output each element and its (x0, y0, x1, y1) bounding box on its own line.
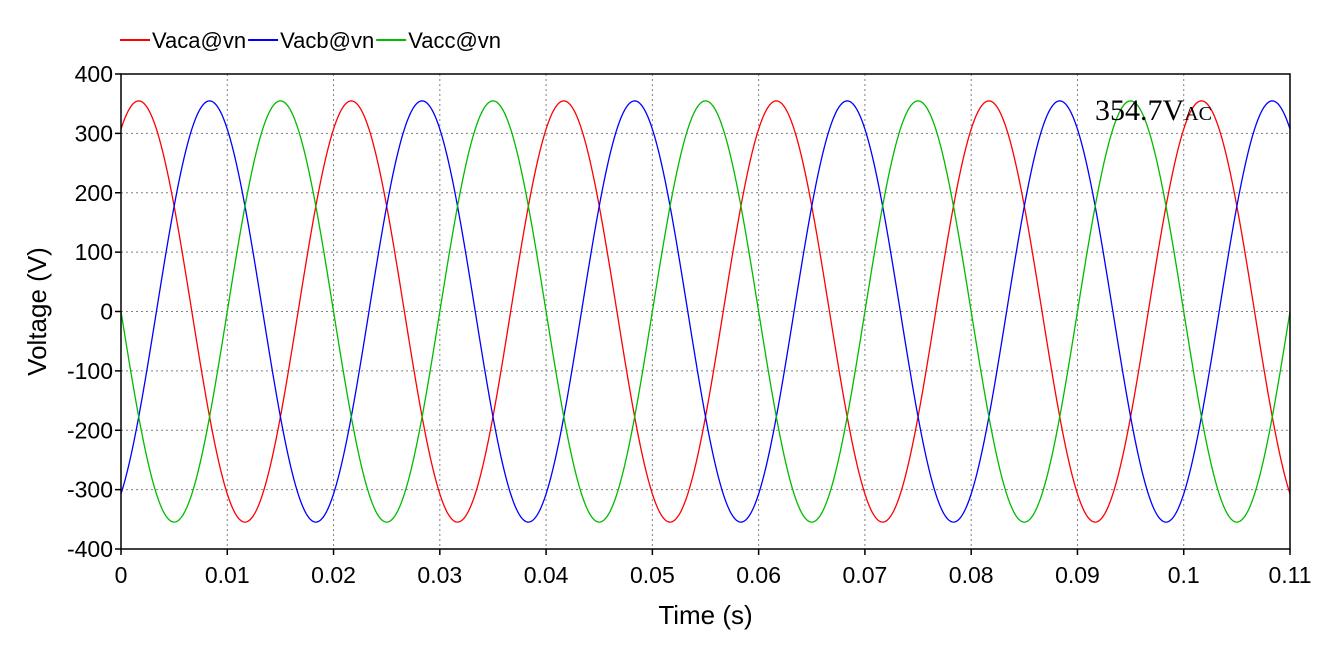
x-tick-label: 0.04 (524, 562, 569, 588)
x-tick-label: 0.09 (1055, 562, 1100, 588)
y-tick-label: -400 (67, 536, 113, 562)
legend-label: Vacc@vn (408, 28, 501, 53)
y-tick-label: 400 (75, 61, 113, 87)
y-tick-label: -200 (67, 417, 113, 443)
series-line-Vacc@vn (120, 100, 1291, 523)
amplitude-annotation: 354.7VAC (1095, 94, 1212, 127)
y-tick-label: 300 (75, 120, 113, 146)
axis-ticks: 0 0.01 0.02 0.03 0.04 0.05 0.06 0.07 0.08 0.09 0.1… (67, 61, 1312, 588)
x-tick-label: 0 (115, 562, 128, 588)
x-tick-label: 0.03 (417, 562, 462, 588)
y-axis-title: Voltage (V) (22, 247, 52, 376)
legend: Vaca@vn Vacb@vn Vacc@vn (120, 28, 501, 53)
x-tick-label: 0.02 (311, 562, 356, 588)
x-tick-label: 0.1 (1168, 562, 1200, 588)
y-tick-label: -100 (67, 358, 113, 384)
x-axis-title: Time (s) (658, 600, 752, 630)
y-tick-label: 0 (100, 299, 113, 325)
annotation-subscript: AC (1184, 103, 1212, 125)
x-tick-label: 0.07 (843, 562, 888, 588)
x-tick-label: 0.01 (205, 562, 250, 588)
x-tick-label: 0.05 (630, 562, 675, 588)
annotation-value: 354.7V (1095, 94, 1185, 127)
y-tick-label: 100 (75, 239, 113, 265)
y-tick-label: 200 (75, 180, 113, 206)
x-tick-label: 0.08 (949, 562, 994, 588)
x-tick-label: 0.11 (1268, 562, 1311, 588)
grid-lines (121, 74, 1290, 549)
series-lines (120, 100, 1291, 523)
x-tick-label: 0.06 (736, 562, 781, 588)
y-tick-label: -300 (67, 477, 113, 503)
legend-label: Vaca@vn (152, 28, 246, 53)
legend-label: Vacb@vn (280, 28, 374, 53)
